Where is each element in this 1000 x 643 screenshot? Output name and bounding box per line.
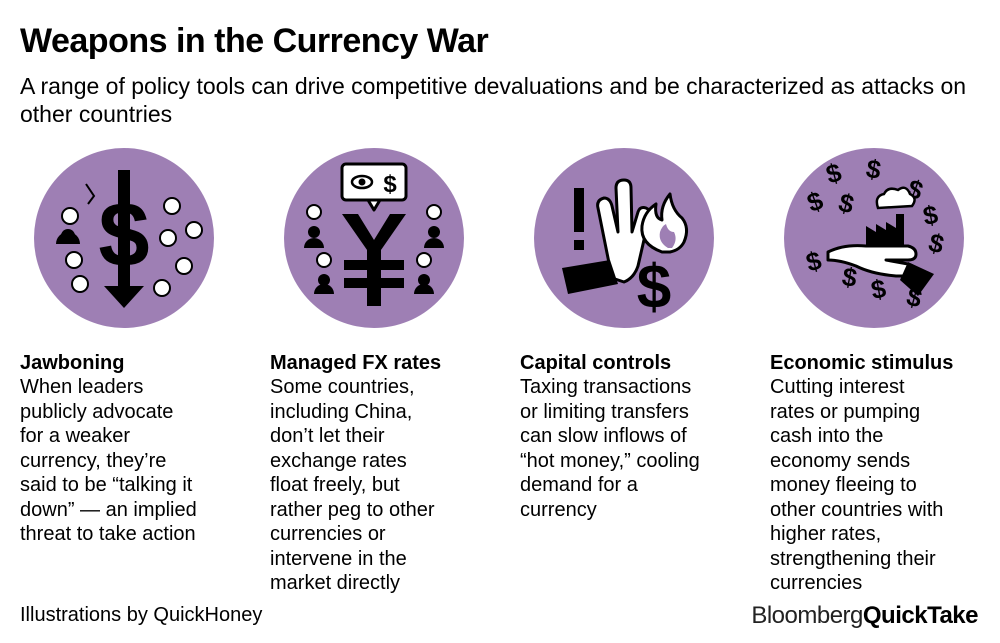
page-subtitle: A range of policy tools can drive compet… (20, 73, 967, 127)
category-title: Jawboning (20, 352, 125, 374)
hand-factory-dollars-icon: $ $ $ $ $ $ $ $ $ $ $ (784, 148, 964, 328)
category-title: Capital controls (520, 352, 672, 374)
category-description: Taxing transactions or limiting transfer… (520, 376, 700, 521)
dollar-arrow-down-icon: $ (34, 148, 214, 328)
svg-text:$: $ (869, 273, 889, 305)
brand-logo-part1: Bloomberg (751, 602, 863, 629)
svg-text:$: $ (840, 261, 860, 293)
yen-watched-icon: $ (284, 148, 464, 328)
svg-text:$: $ (637, 253, 671, 322)
category-description: Cutting interest rates or pumping cash i… (770, 376, 944, 594)
category-title: Managed FX rates (270, 352, 442, 374)
svg-text:$: $ (98, 184, 149, 286)
svg-text:$: $ (864, 153, 884, 185)
hand-stop-fire-icon: $ (534, 148, 714, 328)
brand-logo: BloombergQuickTake (751, 602, 978, 630)
svg-text:$: $ (921, 199, 941, 231)
category-title: Economic stimulus (770, 352, 954, 374)
category-economic-stimulus: $ $ $ $ $ $ $ $ $ $ $ Economic stimulus … (770, 148, 1000, 596)
illustration-credit: Illustrations by QuickHoney (20, 604, 263, 626)
category-jawboning: $ Jawboning When leaders publicly advoca… (20, 148, 250, 547)
svg-text:$: $ (383, 171, 397, 198)
page-title: Weapons in the Currency War (20, 22, 489, 60)
brand-logo-part2: QuickTake (862, 602, 979, 629)
category-capital-controls: $ Capital controls Taxing transactions o… (520, 148, 750, 522)
category-description: Some countries, including China, don’t l… (270, 376, 435, 594)
category-managed-fx-rates: $ Managed FX rates Some countries, inclu… (270, 148, 500, 596)
category-description: When leaders publicly advocate for a wea… (20, 376, 197, 545)
